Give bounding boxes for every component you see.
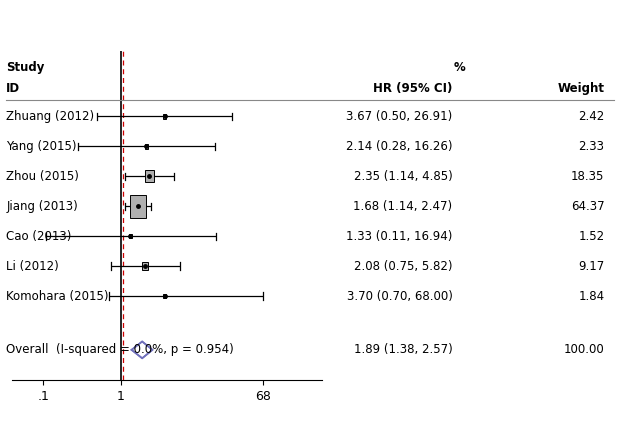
Bar: [164, 294, 166, 298]
Bar: [145, 144, 148, 149]
Text: ID: ID: [6, 81, 20, 95]
Text: Weight: Weight: [557, 81, 604, 95]
Text: Komohara (2015): Komohara (2015): [6, 289, 108, 303]
Text: 1.68 (1.14, 2.47): 1.68 (1.14, 2.47): [353, 200, 453, 213]
Text: Jiang (2013): Jiang (2013): [6, 200, 78, 213]
Text: HR (95% CI): HR (95% CI): [373, 81, 453, 95]
Bar: [143, 262, 148, 271]
Text: 1.52: 1.52: [578, 230, 604, 243]
Text: Li (2012): Li (2012): [6, 260, 59, 273]
Text: 2.08 (0.75, 5.82): 2.08 (0.75, 5.82): [354, 260, 453, 273]
Text: Zhou (2015): Zhou (2015): [6, 170, 79, 183]
Text: Zhuang (2012): Zhuang (2012): [6, 110, 94, 123]
Text: 9.17: 9.17: [578, 260, 604, 273]
Text: 1.89 (1.38, 2.57): 1.89 (1.38, 2.57): [354, 344, 453, 356]
Text: 2.42: 2.42: [578, 110, 604, 123]
Text: Cao (2013): Cao (2013): [6, 230, 71, 243]
Polygon shape: [131, 341, 153, 358]
Text: 2.33: 2.33: [578, 140, 604, 153]
Bar: [145, 170, 154, 182]
Text: Overall  (I-squared = 0.0%, p = 0.954): Overall (I-squared = 0.0%, p = 0.954): [6, 344, 234, 356]
Text: 2.35 (1.14, 4.85): 2.35 (1.14, 4.85): [354, 170, 453, 183]
Text: 3.70 (0.70, 68.00): 3.70 (0.70, 68.00): [347, 289, 453, 303]
Bar: [163, 114, 166, 119]
Bar: [129, 234, 131, 238]
Text: 64.37: 64.37: [571, 200, 604, 213]
Text: 3.67 (0.50, 26.91): 3.67 (0.50, 26.91): [347, 110, 453, 123]
Text: Study: Study: [6, 61, 45, 73]
Text: 100.00: 100.00: [564, 344, 604, 356]
Text: 18.35: 18.35: [571, 170, 604, 183]
Text: Yang (2015): Yang (2015): [6, 140, 77, 153]
Text: %: %: [453, 61, 465, 73]
Text: 1.33 (0.11, 16.94): 1.33 (0.11, 16.94): [346, 230, 453, 243]
Text: 2.14 (0.28, 16.26): 2.14 (0.28, 16.26): [346, 140, 453, 153]
Text: 1.84: 1.84: [578, 289, 604, 303]
Bar: [130, 195, 146, 218]
